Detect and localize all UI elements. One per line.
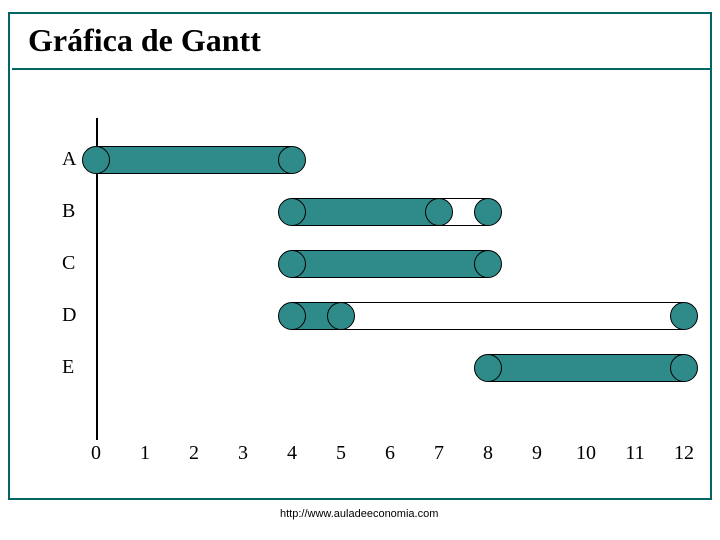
task-end-cap-B — [425, 198, 453, 226]
task-end-cap-E — [670, 354, 698, 382]
task-start-cap-C — [278, 250, 306, 278]
x-tick-2: 2 — [189, 442, 199, 465]
task-label-E: E — [62, 356, 74, 379]
x-tick-4: 4 — [287, 442, 297, 465]
task-slack-end-cap-D — [670, 302, 698, 330]
task-bar-B — [292, 198, 439, 226]
footer-url: http://www.auladeeconomia.com — [280, 508, 438, 520]
x-tick-6: 6 — [385, 442, 395, 465]
task-start-cap-A — [82, 146, 110, 174]
task-end-cap-C — [474, 250, 502, 278]
task-bar-A — [96, 146, 292, 174]
x-tick-8: 8 — [483, 442, 493, 465]
x-tick-11: 11 — [625, 442, 644, 465]
x-tick-12: 12 — [674, 442, 694, 465]
task-start-cap-E — [474, 354, 502, 382]
task-bar-C — [292, 250, 488, 278]
x-tick-0: 0 — [91, 442, 101, 465]
x-tick-7: 7 — [434, 442, 444, 465]
task-label-C: C — [62, 252, 75, 275]
task-bar-E — [488, 354, 684, 382]
x-tick-10: 10 — [576, 442, 596, 465]
task-slack-D — [341, 302, 684, 330]
x-tick-3: 3 — [238, 442, 248, 465]
task-label-A: A — [62, 148, 76, 171]
task-end-cap-D — [327, 302, 355, 330]
task-start-cap-D — [278, 302, 306, 330]
task-end-cap-A — [278, 146, 306, 174]
task-label-D: D — [62, 304, 76, 327]
x-tick-9: 9 — [532, 442, 542, 465]
x-tick-5: 5 — [336, 442, 346, 465]
title-underline — [12, 68, 710, 70]
task-label-B: B — [62, 200, 75, 223]
page-title: Gráfica de Gantt — [28, 22, 261, 59]
task-start-cap-B — [278, 198, 306, 226]
x-tick-1: 1 — [140, 442, 150, 465]
task-slack-end-cap-B — [474, 198, 502, 226]
